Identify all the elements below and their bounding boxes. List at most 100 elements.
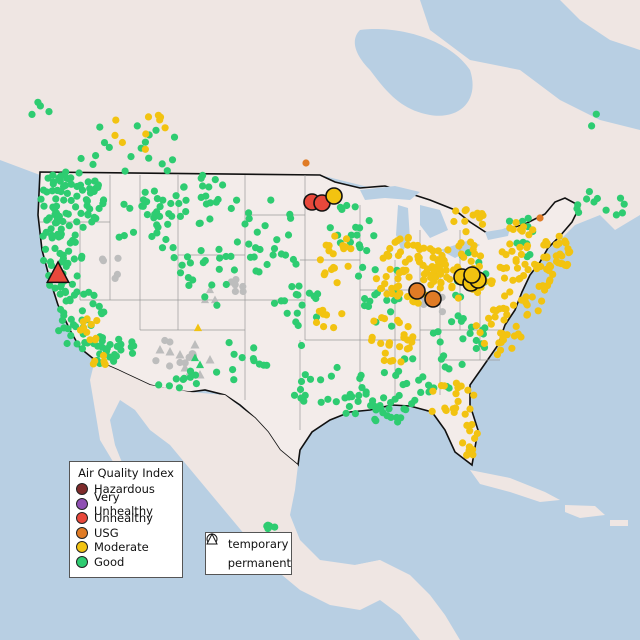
no-data-permanent-monitor: [165, 347, 175, 356]
good-monitor: [186, 259, 194, 267]
moderate-monitor: [500, 316, 508, 324]
usg-monitor: [302, 159, 310, 167]
good-monitor: [205, 183, 213, 191]
good-monitor: [192, 380, 200, 388]
good-monitor: [189, 276, 197, 284]
good-monitor: [366, 297, 374, 305]
good-monitor: [252, 244, 260, 252]
good-monitor: [441, 363, 449, 371]
moderate-monitor: [454, 397, 462, 405]
moderate-swatch: [76, 541, 88, 554]
good-monitor: [341, 394, 349, 402]
moderate-monitor: [450, 217, 458, 226]
good-monitor: [345, 402, 353, 411]
moderate-monitor: [524, 266, 532, 274]
legend-label: Hazardous: [94, 482, 155, 497]
good-monitor: [51, 244, 59, 252]
moderate-monitor: [141, 145, 149, 153]
moderate-monitor: [523, 301, 531, 309]
good-monitor: [169, 244, 177, 252]
moderate-monitor: [331, 232, 339, 240]
good-monitor: [37, 195, 45, 203]
moderate-temporary-monitor: [325, 187, 343, 205]
good-monitor: [201, 293, 209, 301]
good-monitor: [180, 183, 188, 191]
moderate-monitor: [372, 275, 380, 283]
good-monitor: [57, 305, 65, 314]
moderate-monitor: [499, 264, 507, 273]
good-monitor: [63, 339, 71, 348]
moderate-monitor: [401, 258, 409, 266]
good-monitor: [153, 229, 161, 237]
good-monitor: [436, 338, 444, 346]
good-monitor: [178, 261, 186, 269]
moderate-monitor: [523, 310, 532, 318]
good-monitor: [372, 406, 380, 414]
good-monitor: [225, 339, 233, 347]
usg-monitor: [536, 214, 544, 222]
good-monitor: [252, 267, 260, 275]
moderate-monitor: [506, 240, 514, 248]
unhealthy-swatch: [76, 512, 88, 525]
good-monitor: [153, 195, 161, 203]
good-monitor: [356, 374, 364, 382]
usg-swatch: [76, 526, 88, 539]
moderate-monitor: [333, 279, 341, 287]
good-monitor: [141, 138, 149, 146]
good-monitor: [245, 209, 253, 217]
moderate-monitor: [499, 334, 507, 342]
moderate-monitor: [437, 382, 445, 390]
moderate-monitor: [320, 323, 328, 331]
good-monitor: [365, 217, 373, 225]
good-monitor: [402, 406, 410, 414]
moderate-monitor: [487, 279, 496, 288]
good-monitor: [288, 283, 296, 291]
good-monitor: [165, 382, 173, 390]
good-monitor: [170, 254, 178, 262]
good-monitor: [68, 280, 76, 288]
moderate-monitor: [475, 214, 484, 222]
good-monitor: [115, 335, 123, 343]
moderate-monitor: [428, 407, 436, 415]
moderate-monitor: [460, 253, 468, 261]
good-monitor: [145, 154, 153, 162]
good-monitor: [143, 211, 151, 219]
moderate-monitor: [496, 346, 505, 354]
no-data-permanent-monitor: [210, 295, 220, 304]
good-monitor: [67, 196, 75, 205]
good-monitor: [79, 223, 87, 231]
moderate-monitor: [429, 387, 437, 395]
good-monitor: [52, 195, 60, 203]
good-monitor: [92, 152, 100, 160]
good-monitor: [518, 217, 527, 225]
good-monitor: [199, 171, 207, 179]
moderate-monitor: [461, 410, 469, 418]
moderate-monitor: [558, 260, 566, 268]
moderate-monitor: [404, 233, 412, 242]
good-monitor: [60, 311, 68, 320]
good-monitor: [585, 188, 594, 196]
good-monitor: [72, 203, 80, 211]
moderate-monitor: [386, 265, 394, 273]
good-monitor: [98, 334, 106, 342]
good-monitor: [215, 245, 223, 253]
good-monitor: [250, 357, 258, 365]
no-data-monitor: [181, 359, 189, 367]
good-monitor: [227, 204, 235, 213]
good-monitor: [67, 180, 75, 188]
good-monitor: [197, 193, 205, 201]
moderate-monitor: [382, 273, 390, 281]
moderate-monitor: [496, 305, 504, 313]
good-monitor: [360, 302, 369, 310]
moderate-monitor: [508, 247, 516, 255]
puerto-rico: [610, 520, 628, 526]
moderate-monitor: [420, 244, 428, 252]
good-monitor: [127, 153, 135, 161]
good-monitor: [78, 345, 86, 353]
no-data-monitor: [161, 336, 169, 345]
no-data-permanent-monitor: [155, 345, 165, 354]
good-monitor: [46, 281, 54, 289]
moderate-monitor: [370, 317, 378, 325]
good-monitor: [296, 385, 305, 394]
good-monitor: [353, 231, 361, 239]
